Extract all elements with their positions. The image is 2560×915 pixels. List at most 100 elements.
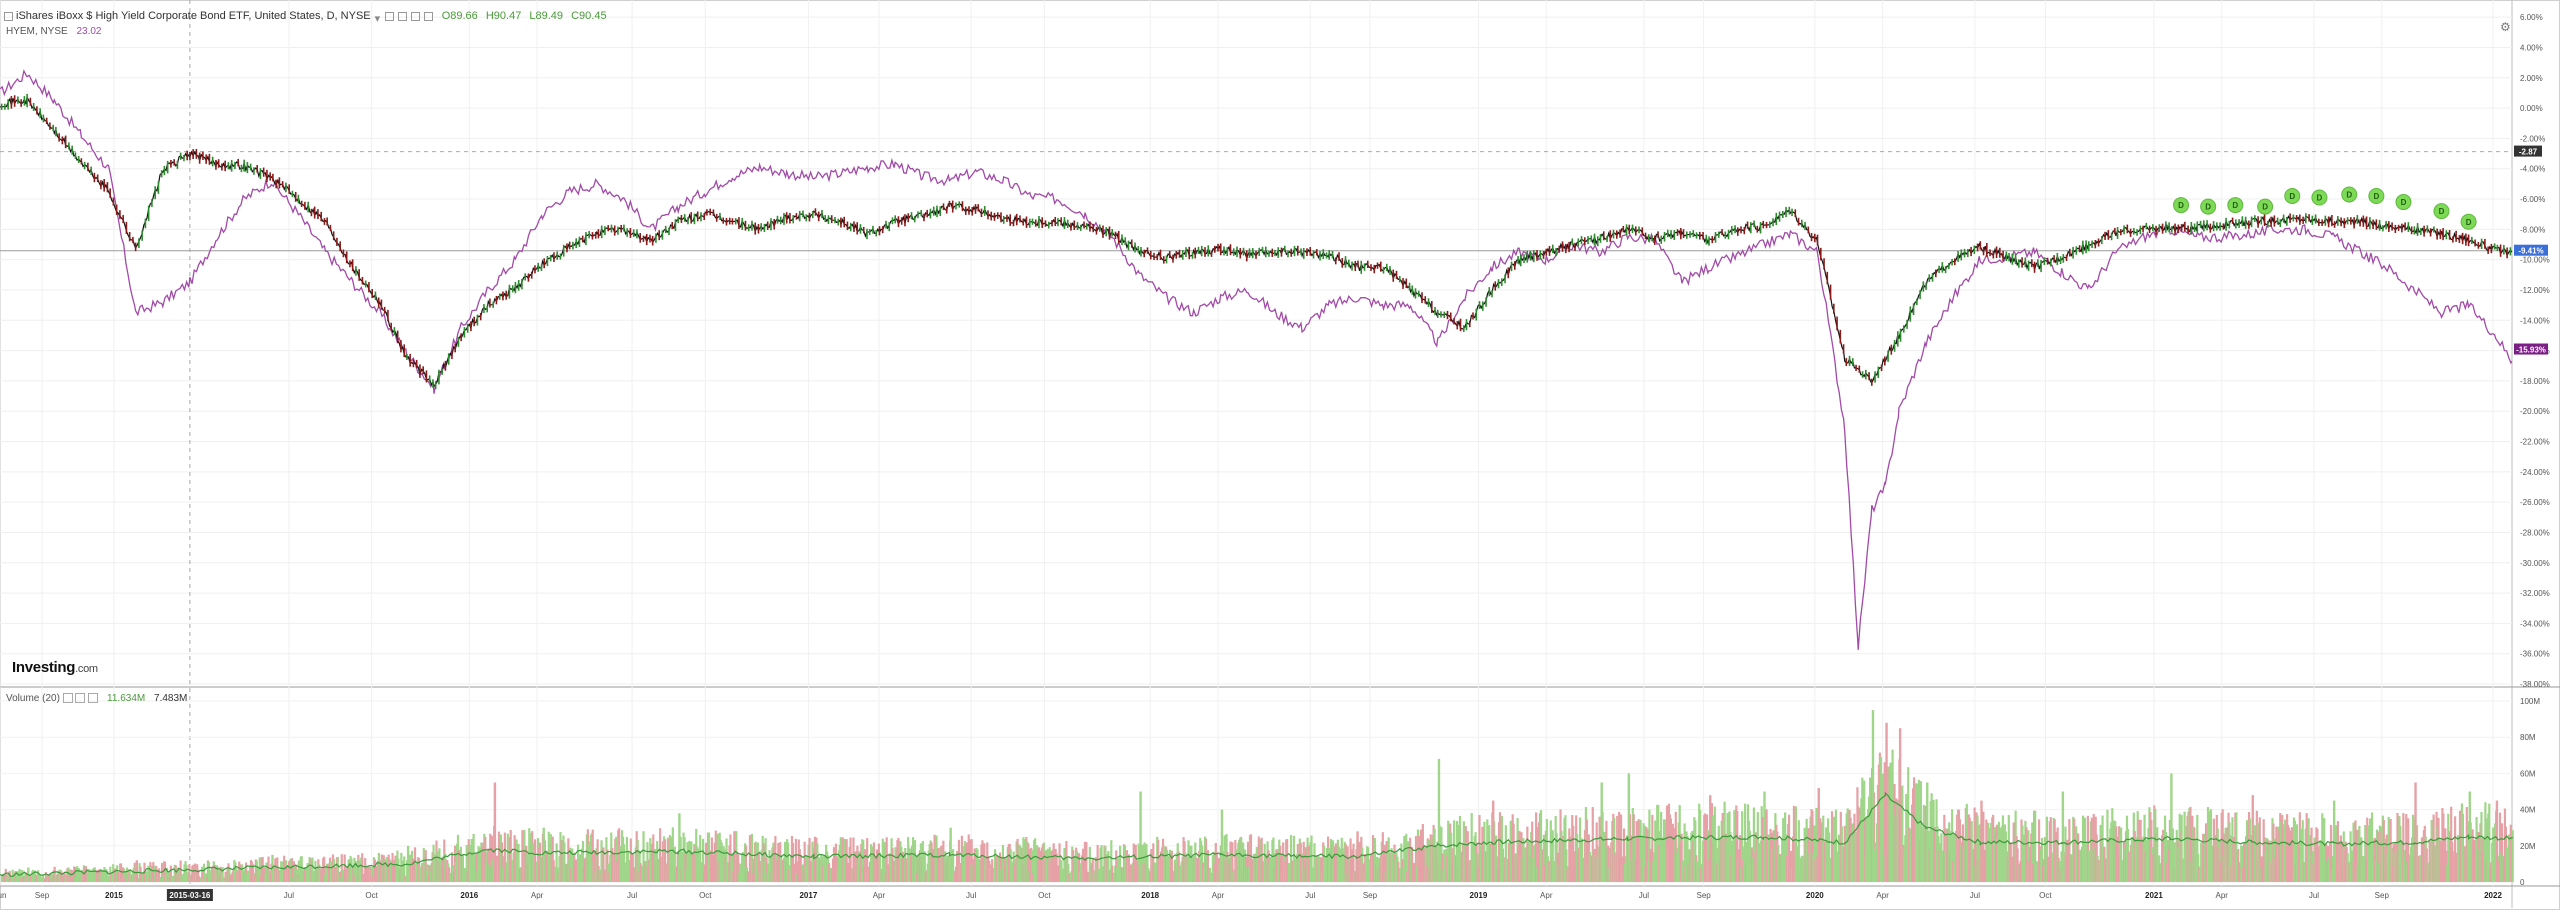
volume-bar bbox=[221, 867, 224, 882]
price-y-tick-label: -8.00% bbox=[2520, 225, 2545, 234]
volume-legend[interactable]: Volume (20) 11.634M 7.483M bbox=[6, 693, 187, 704]
more-icon[interactable] bbox=[423, 11, 433, 21]
volume-bar bbox=[1706, 830, 1710, 882]
volume-bar bbox=[1794, 806, 1798, 882]
volume-bar bbox=[1286, 839, 1289, 882]
price-y-tick-label: 4.00% bbox=[2520, 43, 2543, 52]
volume-bar bbox=[1578, 817, 1582, 882]
volume-bar bbox=[8, 870, 11, 882]
low-value: L89.49 bbox=[529, 10, 564, 22]
price-y-tick-label: -22.00% bbox=[2520, 438, 2550, 447]
volume-bar bbox=[2414, 782, 2417, 882]
volume-bar bbox=[2432, 814, 2435, 882]
volume-bar bbox=[1119, 845, 1122, 882]
volume-bar bbox=[343, 854, 346, 882]
volume-bar bbox=[2484, 802, 2487, 882]
volume-bar bbox=[355, 861, 358, 882]
volume-bar bbox=[534, 839, 537, 882]
close-icon[interactable] bbox=[88, 693, 99, 704]
volume-bar bbox=[73, 866, 76, 882]
volume-bar bbox=[392, 860, 395, 882]
price-y-tick-label: -26.00% bbox=[2520, 498, 2550, 507]
dividend-marker bbox=[2341, 186, 2358, 203]
volume-bar bbox=[615, 836, 618, 882]
chevron-icon[interactable]: ▾ bbox=[374, 12, 381, 25]
volume-bar bbox=[2340, 841, 2343, 882]
eye-icon[interactable] bbox=[384, 11, 394, 21]
volume-bar bbox=[2390, 847, 2393, 882]
volume-bar bbox=[1881, 773, 1884, 882]
volume-bar bbox=[2086, 815, 2090, 882]
volume-bar bbox=[2120, 827, 2123, 882]
volume-bar bbox=[1883, 762, 1886, 882]
volume-bar bbox=[1539, 810, 1543, 882]
price-y-tick-label: -14.00% bbox=[2520, 316, 2550, 325]
volume-bar bbox=[1651, 814, 1654, 882]
volume-bar bbox=[757, 852, 760, 882]
volume-bar bbox=[4, 868, 7, 882]
compare-legend[interactable]: HYEM, NYSE 23.02 bbox=[6, 26, 102, 37]
gear-icon[interactable]: ⚙ bbox=[2500, 20, 2511, 34]
volume-y-tick-label: 80M bbox=[2520, 733, 2536, 742]
volume-bar bbox=[2402, 813, 2405, 882]
volume-bar bbox=[937, 848, 940, 882]
volume-bar bbox=[2420, 837, 2423, 882]
value-tag-label-compare: -15.93% bbox=[2516, 346, 2546, 355]
volume-bar bbox=[2321, 813, 2324, 882]
settings-icon[interactable] bbox=[75, 693, 86, 704]
volume-bar bbox=[2171, 828, 2174, 882]
volume-bar bbox=[699, 835, 702, 882]
volume-bar bbox=[2251, 795, 2254, 882]
volume-bar bbox=[1462, 821, 1465, 882]
volume-bar bbox=[697, 848, 700, 882]
volume-bar bbox=[1752, 807, 1756, 882]
volume-bar bbox=[2241, 845, 2244, 882]
volume-bar bbox=[465, 844, 468, 882]
dividend-marker-label: D bbox=[2317, 194, 2323, 203]
volume-bar bbox=[1072, 850, 1075, 882]
volume-bar bbox=[1143, 842, 1146, 882]
volume-bar bbox=[500, 842, 504, 882]
volume-bar bbox=[569, 847, 572, 882]
volume-bar bbox=[700, 861, 703, 882]
volume-bar bbox=[1137, 843, 1140, 882]
volume-bar bbox=[493, 782, 497, 882]
volume-bar bbox=[1901, 785, 1904, 882]
volume-bar bbox=[119, 863, 123, 882]
price-y-tick-label: 6.00% bbox=[2520, 13, 2543, 22]
volume-bar bbox=[2376, 831, 2380, 882]
volume-bar bbox=[1001, 844, 1005, 882]
close-icon[interactable] bbox=[410, 11, 420, 21]
volume-bar bbox=[484, 837, 487, 882]
volume-bar bbox=[1741, 811, 1744, 882]
cursor-date-tag bbox=[166, 889, 213, 901]
volume-bar bbox=[1132, 843, 1135, 882]
volume-bar bbox=[1127, 854, 1130, 882]
settings-icon[interactable] bbox=[397, 11, 407, 21]
volume-bar bbox=[799, 854, 802, 882]
ref-value-label: -2.87 bbox=[2519, 148, 2538, 157]
dividend-marker bbox=[2395, 194, 2412, 211]
volume-bar bbox=[765, 857, 768, 882]
volume-bar bbox=[370, 867, 374, 882]
volume-value-1: 11.634M bbox=[107, 693, 146, 704]
volume-bar bbox=[914, 856, 918, 882]
volume-bar bbox=[1246, 841, 1250, 882]
volume-bar bbox=[702, 838, 705, 882]
eye-icon[interactable] bbox=[62, 693, 73, 704]
logo-suffix: .com bbox=[75, 663, 98, 675]
volume-bar bbox=[2332, 800, 2336, 882]
volume-bar bbox=[596, 839, 599, 882]
x-tick-label: Apr bbox=[1212, 891, 1225, 900]
volume-bar bbox=[2189, 806, 2192, 882]
volume-bar bbox=[2064, 826, 2067, 882]
volume-bar bbox=[1813, 825, 1816, 882]
volume-y-tick-label: 20M bbox=[2520, 842, 2536, 851]
volume-bar bbox=[1864, 817, 1867, 882]
volume-bar bbox=[1302, 841, 1305, 882]
volume-bar bbox=[2156, 827, 2159, 882]
minus-box-icon[interactable] bbox=[4, 11, 13, 21]
volume-bar bbox=[1980, 800, 1983, 882]
volume-bar bbox=[1115, 850, 1118, 882]
